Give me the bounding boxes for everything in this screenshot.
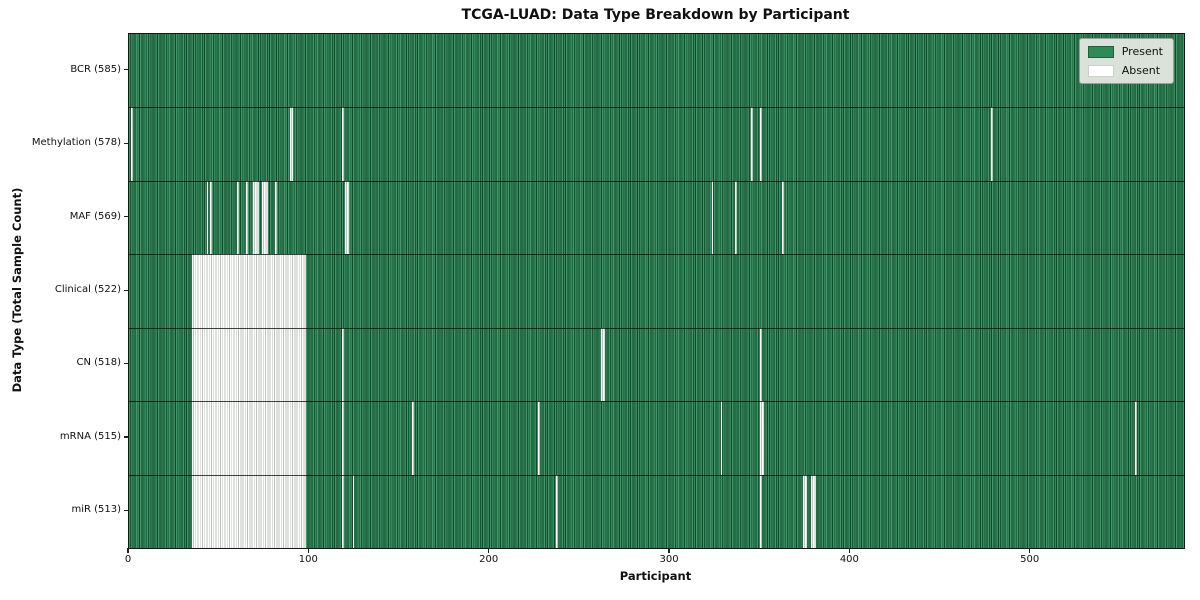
y-tick-label: Clinical (522): [54, 284, 121, 295]
x-tick-label: 500: [1020, 554, 1040, 565]
x-tick-mark: [1029, 548, 1031, 553]
y-tick-label: mRNA (515): [59, 430, 121, 442]
x-axis-label: Participant: [619, 569, 692, 583]
absent-stripe: [1135, 401, 1138, 475]
absent-stripe: [760, 474, 762, 548]
row-separator: [129, 107, 1184, 109]
row-band-cn: [129, 327, 1184, 402]
x-tick-mark: [307, 548, 309, 553]
absent-stripe: [206, 180, 209, 255]
row-band-maf: [129, 180, 1184, 255]
absent-stripe: [760, 107, 762, 181]
legend-item-absent: Absent: [1087, 64, 1163, 77]
absent-stripe: [538, 401, 541, 475]
y-tick-mark: [123, 216, 128, 218]
present-swatch-icon: [1087, 45, 1114, 58]
absent-stripe: [760, 401, 764, 475]
absent-stripe: [341, 107, 344, 181]
absent-stripe: [237, 180, 239, 255]
absent-stripe: [341, 327, 344, 402]
absent-stripe: [751, 107, 753, 181]
absent-stripe: [601, 327, 606, 402]
absent-stripe: [262, 180, 268, 255]
absent-stripe: [275, 180, 277, 255]
plot-area: Present Absent: [128, 33, 1185, 549]
row-separator: [129, 180, 1184, 182]
x-tick-label: 300: [659, 554, 679, 565]
absent-stripe: [192, 474, 306, 548]
x-tick-label: 200: [479, 554, 499, 565]
y-tick-mark: [123, 362, 128, 365]
absent-stripe: [412, 401, 414, 475]
row-band-mir: [129, 474, 1184, 548]
row-band-mrna: [129, 401, 1184, 475]
x-tick-mark: [848, 548, 850, 553]
absent-stripe: [210, 180, 212, 255]
x-tick-mark: [488, 548, 490, 553]
row-band-methylation: [129, 107, 1184, 181]
row-separator: [129, 327, 1184, 329]
y-tick-mark: [123, 142, 128, 144]
y-tick-label: BCR (585): [70, 63, 121, 75]
x-tick-mark: [668, 548, 670, 553]
y-tick-label: MAF (569): [69, 210, 121, 222]
x-tick-label: 400: [839, 554, 859, 565]
row-separator: [129, 254, 1184, 256]
absent-stripe: [760, 327, 762, 402]
legend-item-present: Present: [1087, 45, 1163, 58]
x-tick-label: 0: [124, 554, 132, 565]
absent-stripe: [253, 180, 259, 255]
absent-stripe: [341, 401, 344, 475]
y-tick-mark: [123, 509, 128, 511]
y-tick-mark: [123, 436, 128, 438]
absent-stripe: [341, 474, 344, 548]
row-separator: [129, 401, 1184, 403]
y-tick-label: Methylation (578): [31, 137, 121, 149]
absent-stripe: [991, 107, 993, 181]
y-tick-mark: [123, 69, 128, 71]
legend-label-present: Present: [1121, 45, 1163, 58]
absent-stripe: [810, 474, 817, 548]
absent-stripe: [352, 474, 355, 548]
x-tick-mark: [127, 548, 129, 553]
y-tick-label: CN (518): [76, 357, 121, 369]
absent-stripe: [711, 180, 714, 255]
y-tick-label: miR (513): [71, 504, 121, 516]
row-separator: [129, 474, 1184, 476]
absent-stripe: [289, 107, 294, 181]
legend: Present Absent: [1078, 38, 1174, 84]
absent-stripe: [345, 180, 349, 255]
legend-label-absent: Absent: [1121, 64, 1161, 77]
row-band-bcr: [129, 34, 1184, 108]
absent-stripe: [720, 401, 723, 475]
y-tick-mark: [123, 289, 128, 291]
absent-stripe: [734, 180, 737, 255]
absent-stripe: [781, 180, 784, 255]
absent-stripe: [130, 107, 133, 181]
row-band-clinical: [129, 254, 1184, 328]
chart-title: TCGA-LUAD: Data Type Breakdown by Partic…: [461, 7, 850, 23]
absent-swatch-icon: [1087, 64, 1114, 77]
absent-stripe: [803, 474, 808, 548]
x-tick-label: 100: [298, 554, 318, 565]
absent-stripe: [556, 474, 559, 548]
absent-stripe: [246, 180, 249, 255]
absent-stripe: [192, 254, 306, 328]
absent-stripe: [192, 401, 306, 475]
absent-stripe: [192, 327, 306, 402]
